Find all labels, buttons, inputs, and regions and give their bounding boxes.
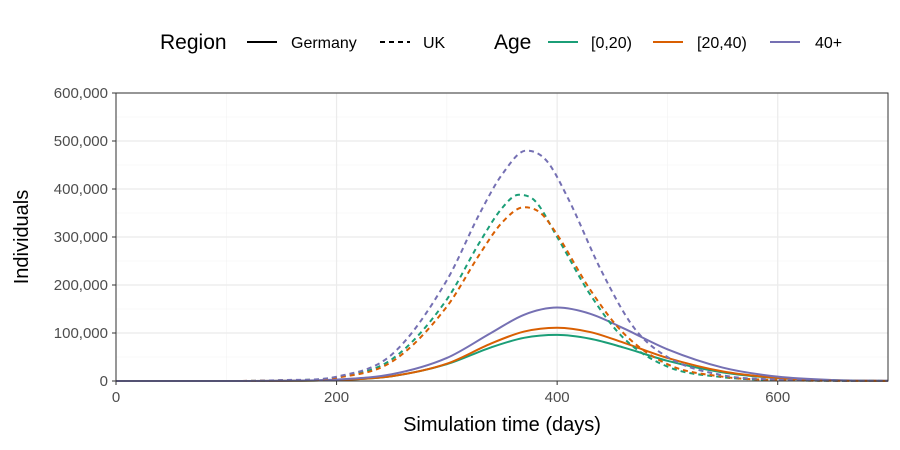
legend: Region Germany UK Age [0,20) [20,40) 40+ (160, 31, 842, 54)
y-axis-title: Individuals (11, 190, 33, 285)
legend-label-uk: UK (423, 35, 446, 52)
x-tick-label: 0 (112, 389, 120, 406)
legend-label-age-20-40: [20,40) (697, 35, 747, 52)
legend-label-age-40-plus: 40+ (815, 35, 842, 52)
x-tick-label: 400 (545, 389, 570, 406)
y-tick-label: 600,000 (54, 85, 108, 102)
y-tick-label: 100,000 (54, 325, 108, 342)
legend-label-germany: Germany (291, 35, 357, 52)
x-tick-label: 200 (324, 389, 349, 406)
x-tick-label: 600 (765, 389, 790, 406)
legend-title-region: Region (160, 31, 227, 54)
y-tick-label: 500,000 (54, 133, 108, 150)
x-axis-title: Simulation time (days) (403, 414, 601, 436)
series-uk-40-plus (116, 149, 889, 382)
x-axis: 0 200 400 600 (112, 381, 790, 406)
legend-label-age-0-20: [0,20) (591, 35, 632, 52)
y-tick-label: 400,000 (54, 181, 108, 198)
legend-title-age: Age (494, 31, 531, 54)
y-tick-label: 300,000 (54, 229, 108, 246)
y-axis: 0 100,000 200,000 300,000 400,000 500,000 600,… (54, 85, 116, 390)
y-tick-label: 200,000 (54, 277, 108, 294)
y-tick-label: 0 (100, 373, 108, 390)
